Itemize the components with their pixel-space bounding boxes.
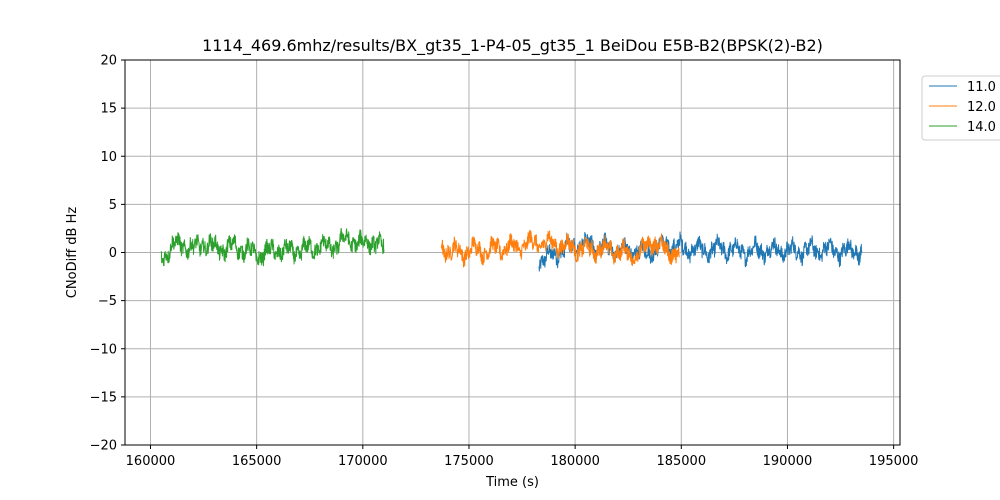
legend-label-11.0: 11.0 [967, 80, 996, 95]
series-line-11.0 [538, 231, 863, 272]
series-11.0 [538, 231, 863, 272]
series-line-12.0 [440, 229, 680, 268]
series-lines [160, 228, 863, 272]
chart-title: 1114_469.6mhz/results/BX_gt35_1-P4-05_gt… [202, 36, 823, 56]
x-tick-label: 180000 [550, 454, 600, 469]
legend-box [921, 75, 1000, 141]
y-tick-label: −15 [90, 390, 117, 405]
x-tick-label: 165000 [232, 454, 282, 469]
y-tick-label: 15 [100, 102, 117, 117]
legend-label-12.0: 12.0 [967, 100, 996, 115]
series-12.0 [440, 229, 680, 268]
x-tick-label: 195000 [869, 454, 919, 469]
x-tick-label: 190000 [763, 454, 813, 469]
y-tick-label: −20 [90, 439, 117, 454]
y-axis-ticks: −20 −15 −10 −5 0 5 10 15 20 [90, 54, 125, 454]
series-line-14.0 [160, 228, 385, 267]
y-tick-label: 20 [100, 54, 117, 69]
x-tick-label: 170000 [338, 454, 388, 469]
series-14.0 [160, 228, 385, 267]
y-tick-label: −10 [90, 342, 117, 357]
y-tick-label: 0 [109, 246, 117, 261]
legend: 11.0 12.0 14.0 [921, 75, 1000, 141]
x-tick-label: 160000 [126, 454, 176, 469]
x-tick-label: 185000 [656, 454, 706, 469]
y-tick-label: 5 [109, 198, 117, 213]
x-tick-label: 175000 [444, 454, 494, 469]
y-axis-label: CNoDiff dB Hz [65, 207, 80, 299]
legend-label-14.0: 14.0 [967, 120, 996, 135]
x-axis-ticks: 160000 165000 170000 175000 180000 185000 1900… [126, 445, 919, 469]
y-tick-label: 10 [100, 150, 117, 165]
x-axis-label: Time (s) [485, 475, 539, 490]
y-tick-label: −5 [98, 294, 117, 309]
